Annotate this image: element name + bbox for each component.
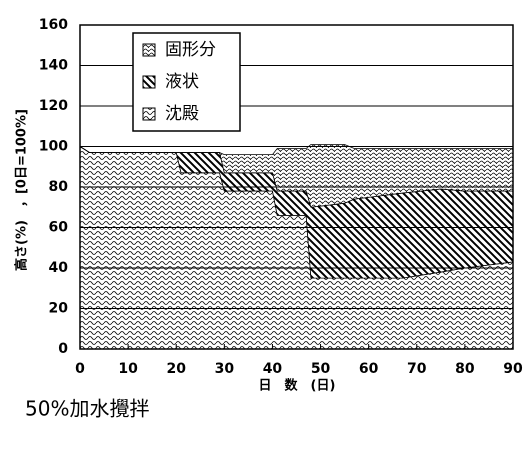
legend-label: 沈殿	[165, 104, 199, 124]
x-tick-label: 0	[75, 361, 85, 377]
x-tick-label: 90	[503, 361, 523, 377]
x-tick-label: 50	[311, 361, 331, 377]
y-tick-label: 60	[49, 220, 69, 236]
x-tick-label: 80	[455, 361, 475, 377]
x-tick-label: 60	[359, 361, 379, 377]
legend-label: 液状	[165, 72, 199, 92]
legend-swatch	[142, 107, 156, 121]
y-tick-label: 0	[58, 341, 68, 357]
legend-label: 固形分	[165, 40, 216, 60]
y-axis-label: 高さ(%) ，[0日=100%]	[14, 109, 30, 271]
y-tick-label: 80	[49, 179, 69, 195]
x-tick-label: 10	[118, 361, 138, 377]
x-tick-label: 70	[407, 361, 427, 377]
x-tick-label: 20	[166, 361, 186, 377]
legend-swatch	[142, 75, 156, 89]
y-tick-label: 20	[49, 301, 69, 317]
y-tick-label: 100	[39, 139, 68, 155]
caption: 50%加水攪拌	[25, 397, 149, 421]
x-tick-label: 30	[215, 361, 235, 377]
legend-swatch	[142, 43, 156, 57]
y-tick-label: 40	[49, 260, 69, 276]
y-tick-label: 140	[39, 58, 68, 74]
plot-frame	[79, 24, 514, 350]
x-axis-label: 日 数 (日)	[259, 378, 336, 394]
x-tick-label: 40	[263, 361, 283, 377]
y-tick-label: 120	[39, 98, 68, 114]
y-tick-label: 160	[39, 17, 68, 33]
